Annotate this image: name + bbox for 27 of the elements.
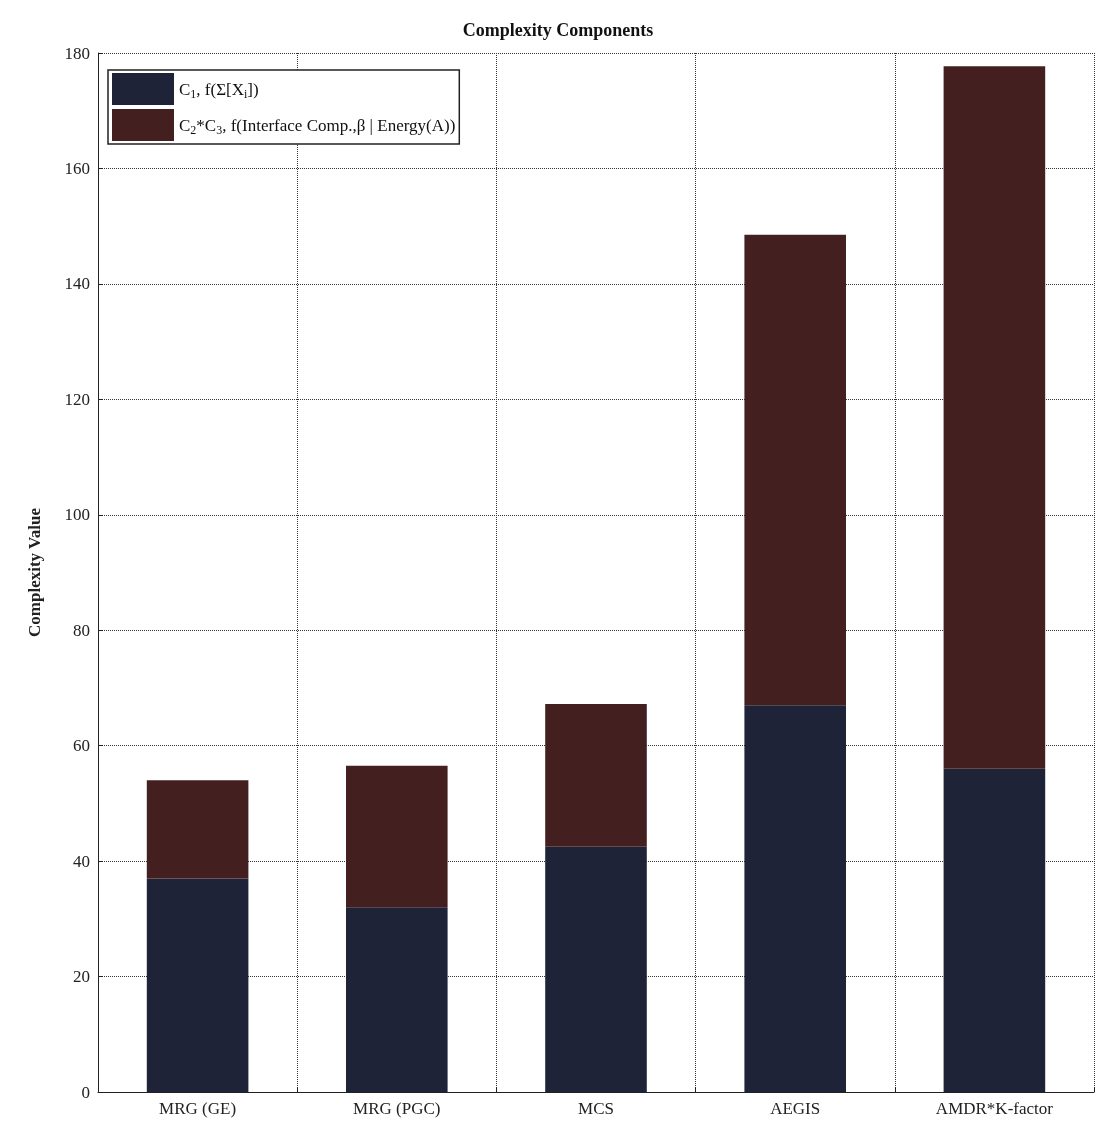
bar [545,846,647,1092]
x-tick-label: AMDR*K-factor [935,1099,1054,1118]
bar [346,907,448,1092]
bar [545,704,647,847]
y-tick-label: 80 [73,620,90,640]
y-tick-label: 180 [64,43,90,63]
bar [744,705,846,1092]
y-tick-label: 20 [73,967,90,987]
bar [943,768,1046,1092]
y-tick-label: 140 [64,274,90,294]
x-tick-label: MRG (GE) [159,1099,237,1118]
x-tick-label: MCS [578,1099,614,1118]
chart-title: Complexity Components [462,20,654,40]
y-tick-label: 0 [81,1082,90,1102]
y-tick-label: 100 [64,505,90,525]
bar [744,234,846,706]
y-axis-title: Complexity Value [25,507,44,637]
x-tick-label: AEGIS [770,1099,821,1118]
y-tick-label: 160 [64,158,90,178]
y-tick-label: 40 [73,851,90,871]
bar [146,878,249,1092]
y-tick-label: 120 [64,389,90,409]
bar [146,780,249,879]
bar [346,765,448,908]
x-tick-label: MRG (PGC) [353,1099,441,1118]
bar [943,66,1046,769]
y-tick-label: 60 [73,736,90,756]
